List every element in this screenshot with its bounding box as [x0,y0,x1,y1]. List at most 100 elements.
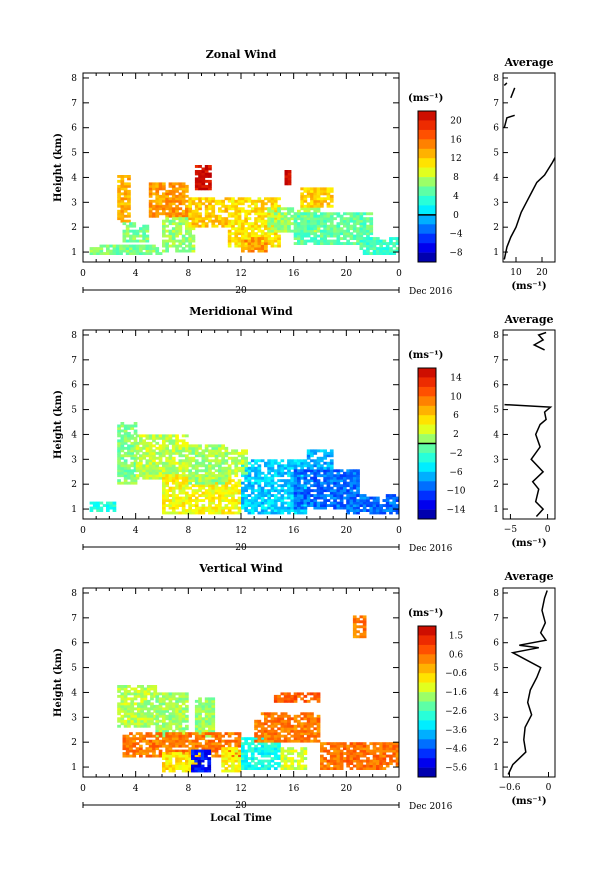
heatmap-cell [290,214,295,218]
heatmap-cell [297,471,301,475]
heatmap-cell [329,464,334,468]
heatmap-cell [346,747,350,751]
heatmap-cell [181,697,186,701]
heatmap-cell [300,214,304,218]
heatmap-cell [120,481,125,485]
heatmap-cell [214,734,219,738]
heatmap-cell [140,704,144,708]
heatmap-cell [120,177,125,181]
heatmap-cell [194,762,199,765]
heatmap-cell [155,704,160,708]
heatmap-cell [339,474,344,478]
heatmap-cell [290,229,295,233]
heatmap-cell [221,486,225,490]
heatmap-cell [185,744,189,748]
heatmap-cell [237,222,242,226]
heatmap-cell [254,244,258,248]
heatmap-cell [194,209,199,213]
heatmap-cell [185,207,189,211]
heatmap-cell [201,187,206,191]
heatmap-cell [290,466,295,470]
heatmap-cell [188,509,192,512]
heatmap-cell [323,212,327,216]
heatmap-cell [389,252,393,255]
heatmap-cell [227,764,232,768]
heatmap-cell [264,247,268,250]
heatmap-cell [218,486,222,490]
heatmap-cell [267,476,271,480]
heatmap-cell [287,464,291,468]
heatmap-cell [260,204,265,208]
heatmap-cell [244,237,248,240]
heatmap-cell [120,424,125,428]
heatmap-cell [293,242,298,245]
heatmap-cell [250,229,255,233]
heatmap-cell [283,719,288,723]
heatmap-cell [123,461,128,465]
heatmap-cell [211,719,216,723]
heatmap-cell [280,214,285,218]
heatmap-cell [280,717,285,721]
heatmap-cell [175,486,179,490]
heatmap-cell [343,481,347,485]
heatmap-cell [178,501,183,505]
heatmap-cell [310,729,314,733]
heatmap-cell [175,494,179,497]
heatmap-cell [316,466,321,470]
heatmap-cell [130,702,135,706]
heatmap-cell [234,769,239,773]
x-tick-label: 0 [396,526,402,536]
heatmap-cell [329,466,334,470]
heatmap-cell [130,481,135,485]
heatmap-cell [127,175,131,178]
heatmap-cell [359,244,364,248]
heatmap-cell [171,767,176,770]
heatmap-cell [198,476,202,480]
heatmap-cell [137,704,141,708]
heatmap-cell [297,242,301,245]
heatmap-cell [211,466,216,470]
heatmap-cell [218,464,222,468]
heatmap-cell [250,749,255,753]
heatmap-cell [320,474,324,478]
heatmap-cell [122,237,127,240]
heatmap-cell [270,504,275,507]
heatmap-cell [194,496,199,500]
heatmap-cell [120,439,125,443]
heatmap-cell [133,449,138,453]
heatmap-cell [326,234,331,238]
heatmap-cell [237,739,242,743]
heatmap-cell [267,481,271,485]
heatmap-cell [270,747,275,751]
heatmap-cell [123,722,128,726]
heatmap-cell [273,511,278,515]
heatmap-cell [142,474,146,478]
heatmap-cell [320,197,324,201]
heatmap-cell [247,749,252,753]
heatmap-cell [168,744,173,748]
heatmap-cell [191,767,195,770]
heatmap-cell [362,632,367,636]
heatmap-cell [346,234,350,238]
heatmap-cell [152,476,156,480]
heatmap-cell [185,189,189,193]
heatmap-cell [231,237,235,240]
heatmap-cell [123,432,128,435]
heatmap-cell [241,744,245,748]
heatmap-cell [227,207,232,211]
heatmap-cell [320,464,324,468]
heatmap-cell [227,494,232,497]
heatmap-cell [165,197,169,201]
heatmap-cell [178,489,183,493]
heatmap-cell [297,474,301,478]
heatmap-cell [293,486,298,490]
heatmap-cell [185,509,189,512]
heatmap-cell [162,466,166,470]
heatmap-cell [287,172,292,176]
heatmap-cell [214,506,219,510]
heatmap-cell [333,489,337,493]
heatmap-cell [125,734,130,738]
heatmap-cell [191,476,196,480]
heatmap-cell [303,189,308,193]
heatmap-cell [152,214,156,218]
